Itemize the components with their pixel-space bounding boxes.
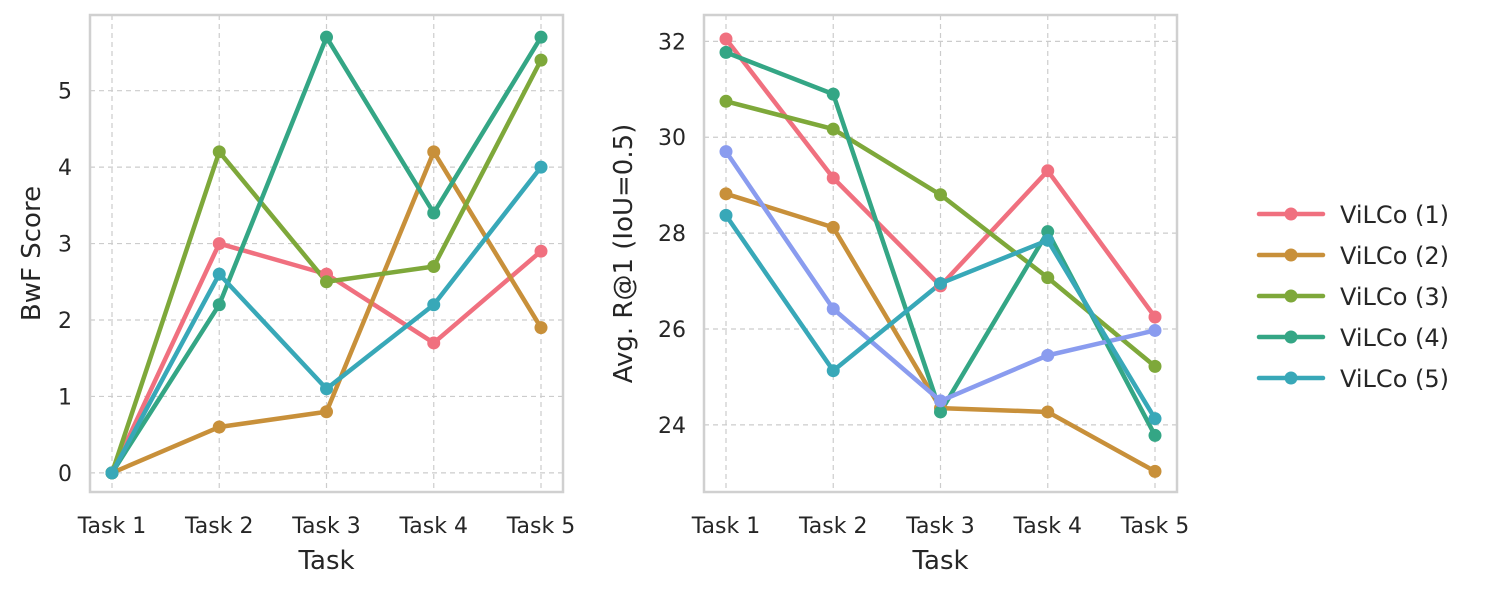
legend-label: ViLCo (3) xyxy=(1340,283,1449,311)
data-point xyxy=(1041,233,1055,247)
data-point xyxy=(534,30,548,44)
x-tick-label: Task 2 xyxy=(798,514,867,539)
data-point xyxy=(534,160,548,174)
y-axis-label: Avg. R@1 (IoU=0.5) xyxy=(609,124,639,384)
x-tick-label: Task 1 xyxy=(77,514,146,539)
data-point xyxy=(719,187,733,201)
legend-marker xyxy=(1284,330,1298,344)
legend-label: ViLCo (4) xyxy=(1340,324,1449,352)
data-point xyxy=(212,145,226,159)
x-tick-label: Task 3 xyxy=(291,514,360,539)
data-point xyxy=(1041,405,1055,419)
data-point xyxy=(1041,164,1055,178)
y-tick-label: 5 xyxy=(58,80,72,105)
data-point xyxy=(427,336,441,350)
plot-frame xyxy=(702,13,1179,494)
x-tick-label: Task 4 xyxy=(1013,514,1082,539)
data-point xyxy=(934,188,947,202)
legend: ViLCo (1) ViLCo (2) ViLCo (3) ViLCo (4) ViLC… xyxy=(1256,201,1449,393)
legend-marker xyxy=(1284,207,1298,221)
y-axis-label: BwF Score xyxy=(17,186,47,321)
series-markers xyxy=(105,30,548,480)
data-point xyxy=(105,466,119,480)
data-point xyxy=(320,382,333,396)
y-tick-labels: 0 1 2 3 4 5 xyxy=(58,80,72,487)
data-point xyxy=(212,298,226,312)
x-tick-labels: Task 1 Task 2 Task 3 Task 4 Task 5 xyxy=(691,514,1189,539)
data-point xyxy=(826,220,840,234)
data-point xyxy=(934,394,947,408)
data-point xyxy=(320,275,333,289)
data-point xyxy=(826,87,840,101)
data-point xyxy=(719,145,733,159)
x-tick-label: Task 5 xyxy=(1120,514,1189,539)
data-point xyxy=(826,122,840,136)
legend-marker xyxy=(1284,248,1298,262)
data-point xyxy=(934,276,947,290)
data-point xyxy=(212,420,226,434)
y-tick-label: 0 xyxy=(58,462,72,487)
legend-label: ViLCo (5) xyxy=(1340,365,1449,393)
legend-label: ViLCo (1) xyxy=(1340,201,1449,229)
data-point xyxy=(934,405,947,419)
data-point xyxy=(534,321,548,335)
data-point xyxy=(1148,464,1162,478)
data-point xyxy=(719,32,733,46)
data-point xyxy=(719,208,733,222)
data-point xyxy=(826,302,840,316)
data-point xyxy=(212,237,226,251)
data-point xyxy=(320,405,333,419)
y-tick-label: 1 xyxy=(58,385,72,410)
data-point xyxy=(427,298,441,312)
x-tick-label: Task 3 xyxy=(905,514,974,539)
y-tick-label: 32 xyxy=(658,30,686,55)
data-point xyxy=(1148,323,1162,337)
data-point xyxy=(826,171,840,185)
data-point xyxy=(534,244,548,258)
data-point xyxy=(320,30,333,44)
data-point xyxy=(1148,310,1162,324)
data-point xyxy=(719,45,733,59)
grid-lines xyxy=(90,15,563,492)
series-markers xyxy=(719,32,1162,478)
y-tick-label: 28 xyxy=(658,222,686,247)
x-axis-label: Task xyxy=(297,546,354,576)
data-point xyxy=(427,259,441,273)
y-tick-label: 3 xyxy=(58,233,72,258)
y-tick-label: 30 xyxy=(658,126,686,151)
y-tick-label: 2 xyxy=(58,309,72,334)
data-point xyxy=(1148,412,1162,426)
data-point xyxy=(826,364,840,378)
x-tick-label: Task 2 xyxy=(184,514,253,539)
data-point xyxy=(1041,348,1055,362)
plot-frame xyxy=(88,13,565,494)
data-point xyxy=(1148,359,1162,373)
chart-bwf-score: 0 1 2 3 4 5 Task 1 Task 2 Task 3 Task 4 Task 5 Ta… xyxy=(17,13,575,576)
data-point xyxy=(212,267,226,281)
x-axis-label: Task xyxy=(911,546,968,576)
legend-marker xyxy=(1284,289,1298,303)
data-point xyxy=(1148,428,1162,442)
legend-label: ViLCo (2) xyxy=(1340,242,1449,270)
x-tick-label: Task 5 xyxy=(506,514,575,539)
x-tick-labels: Task 1 Task 2 Task 3 Task 4 Task 5 xyxy=(77,514,575,539)
data-point xyxy=(427,206,441,220)
data-point xyxy=(1041,271,1055,285)
legend-marker xyxy=(1284,371,1298,385)
data-point xyxy=(534,53,548,67)
x-tick-label: Task 1 xyxy=(691,514,760,539)
data-point xyxy=(427,145,441,159)
y-tick-label: 4 xyxy=(58,156,72,181)
y-tick-labels: 24 26 28 30 32 xyxy=(658,30,686,439)
x-tick-label: Task 4 xyxy=(399,514,468,539)
y-tick-label: 24 xyxy=(658,414,686,439)
data-point xyxy=(719,94,733,108)
y-tick-label: 26 xyxy=(658,318,686,343)
